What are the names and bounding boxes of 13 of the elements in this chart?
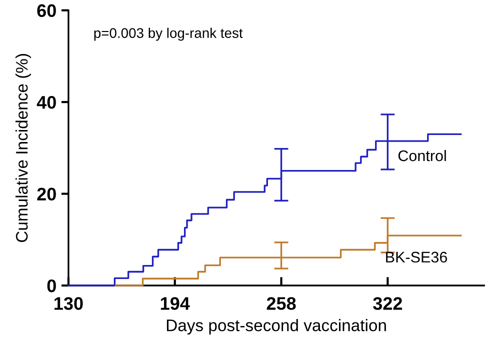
y-tick-label: 0 (47, 279, 56, 292)
x-tick-label: 130 (54, 297, 83, 310)
y-axis-title: Cumulative Incidence (%) (15, 54, 32, 242)
y-tick-label: 60 (37, 4, 56, 18)
x-tick-label: 194 (160, 297, 190, 310)
x-tick-label: 258 (266, 297, 296, 310)
series-label: Control (398, 150, 446, 162)
y-tick-label: 20 (37, 188, 56, 201)
annotation: p=0.003 by log-rank test (94, 28, 243, 41)
x-tick-label: 322 (373, 297, 402, 310)
y-tick-label: 40 (36, 96, 56, 109)
series-label: BK-SE36 (386, 252, 448, 263)
x-axis-title: Days post-second vaccination (166, 319, 386, 335)
